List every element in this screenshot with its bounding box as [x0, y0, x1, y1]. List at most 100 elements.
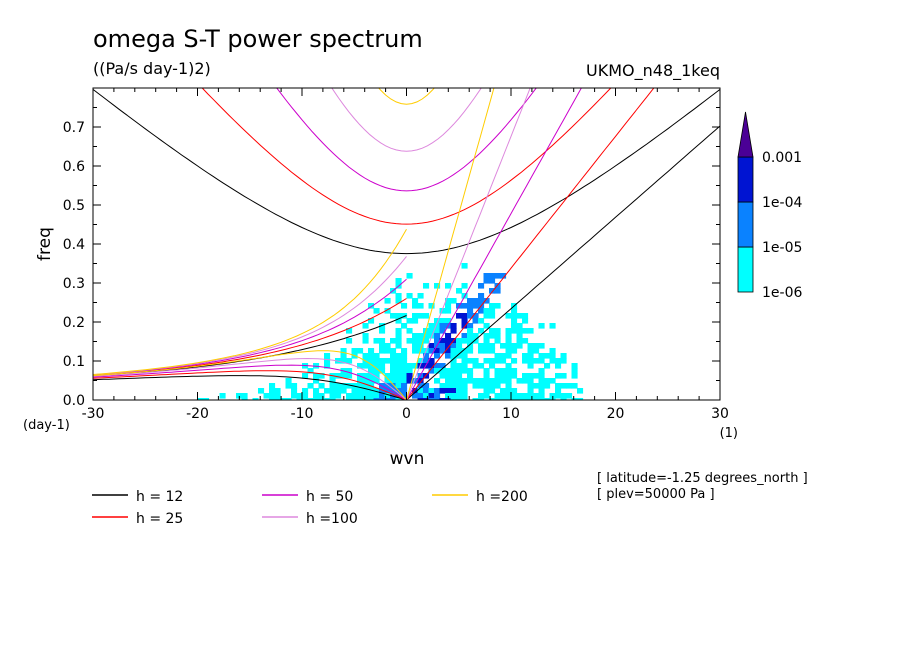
spectrum-cell [467, 298, 474, 304]
spectrum-cell [340, 388, 347, 394]
spectrum-cell [527, 383, 534, 389]
spectrum-cell [489, 308, 496, 314]
spectrum-cell [296, 393, 303, 399]
spectrum-cell [461, 353, 468, 359]
spectrum-cell [346, 358, 353, 364]
spectrum-cell [346, 383, 353, 389]
spectrum-cell [335, 373, 342, 379]
spectrum-cell [373, 368, 380, 374]
spectrum-cell [252, 398, 259, 400]
chart-units: ((Pa/s day-1)2) [93, 59, 211, 78]
spectrum-cell [555, 393, 562, 399]
spectrum-cell [263, 393, 270, 399]
y-tick-label: 0.4 [63, 237, 85, 253]
spectrum-cell [527, 343, 534, 349]
spectrum-cell [318, 398, 325, 400]
spectrum-cell [401, 323, 408, 329]
spectrum-cell [456, 288, 463, 294]
spectrum-cell [483, 378, 490, 384]
rossby-wave-curve [93, 350, 407, 400]
spectrum-cell [395, 353, 402, 359]
x-tick-label: -20 [186, 406, 209, 422]
spectrum-cell [307, 383, 314, 389]
spectrum-cell [489, 383, 496, 389]
spectrum-cell [483, 358, 490, 364]
spectrum-cell [307, 368, 314, 374]
spectrum-cell [406, 328, 413, 334]
spectrum-cell [379, 393, 386, 399]
spectrum-cell [445, 393, 452, 399]
spectrum-cell [390, 338, 397, 344]
spectrum-cell [489, 378, 496, 384]
spectrum-cell [357, 398, 364, 400]
spectrum-cell [483, 313, 490, 319]
spectrum-cell [494, 398, 501, 400]
spectrum-cell [434, 348, 441, 354]
spectrum-cell [241, 398, 248, 400]
spectrum-cell [423, 393, 430, 399]
spectrum-cell [511, 373, 518, 379]
spectrum-cell [456, 388, 463, 394]
spectrum-cell [285, 378, 292, 384]
spectrum-cell [489, 288, 496, 294]
inertio-gravity-curve [331, 88, 482, 152]
spectrum-cell [291, 383, 298, 389]
spectrum-cell [522, 358, 529, 364]
spectrum-cell [285, 398, 292, 400]
spectrum-cell [373, 363, 380, 369]
y-tick-label: 0.0 [63, 393, 85, 409]
spectrum-cell [324, 398, 331, 400]
spectrum-cell [395, 398, 402, 400]
spectrum-cell [384, 343, 391, 349]
spectrum-cell [280, 398, 287, 400]
spectrum-cell [456, 373, 463, 379]
spectrum-cell [329, 393, 336, 399]
spectrum-cell [302, 393, 309, 399]
spectrum-cell [571, 398, 578, 400]
spectrum-cell [461, 318, 468, 324]
spectrum-cell [434, 318, 441, 324]
spectrum-cell [368, 348, 375, 354]
spectrum-cell [379, 343, 386, 349]
spectrum-cell [362, 378, 369, 384]
spectrum-cell [472, 398, 479, 400]
y-unit-label: (day-1) [23, 418, 70, 433]
spectrum-cell [494, 393, 501, 399]
spectrum-cell [445, 378, 452, 384]
spectrum-cell [324, 353, 331, 359]
colorbar-label: 1e-04 [762, 195, 802, 211]
spectrum-cell [373, 398, 380, 400]
spectrum-cell [472, 383, 479, 389]
spectrum-cell [456, 313, 463, 319]
spectrum-cell [461, 283, 468, 289]
spectrum-cell [445, 383, 452, 389]
kelvin-wave-curve [406, 88, 582, 400]
spectrum-cell [401, 373, 408, 379]
colorbar-swatch [737, 246, 754, 293]
rossby-wave-curve [93, 375, 407, 400]
spectrum-cell [555, 388, 562, 394]
spectrum-cell [505, 368, 512, 374]
spectrum-cell [340, 348, 347, 354]
spectrum-cell [390, 378, 397, 384]
spectrum-cell [467, 308, 474, 314]
spectrum-cell [577, 388, 584, 394]
spectrum-cell [560, 373, 567, 379]
spectrum-cell [346, 368, 353, 374]
spectrum-cell [346, 338, 353, 344]
spectrum-cell [505, 348, 512, 354]
spectrum-cell [450, 368, 457, 374]
spectrum-cell [494, 353, 501, 359]
legend: h = 12 h = 25 h = 50 h =100 h =200 [92, 489, 528, 527]
spectrum-cell [302, 373, 309, 379]
spectrum-cell [516, 343, 523, 349]
spectrum-cell [461, 368, 468, 374]
colorbar-label: 1e-06 [762, 285, 802, 301]
spectrum-cell [384, 388, 391, 394]
spectrum-cell [373, 353, 380, 359]
spectrum-cell [313, 398, 320, 400]
mixed-rossby-gravity-curve [93, 228, 407, 375]
spectrum-cell [329, 383, 336, 389]
spectrum-cell [434, 388, 441, 394]
spectrum-cell [461, 348, 468, 354]
